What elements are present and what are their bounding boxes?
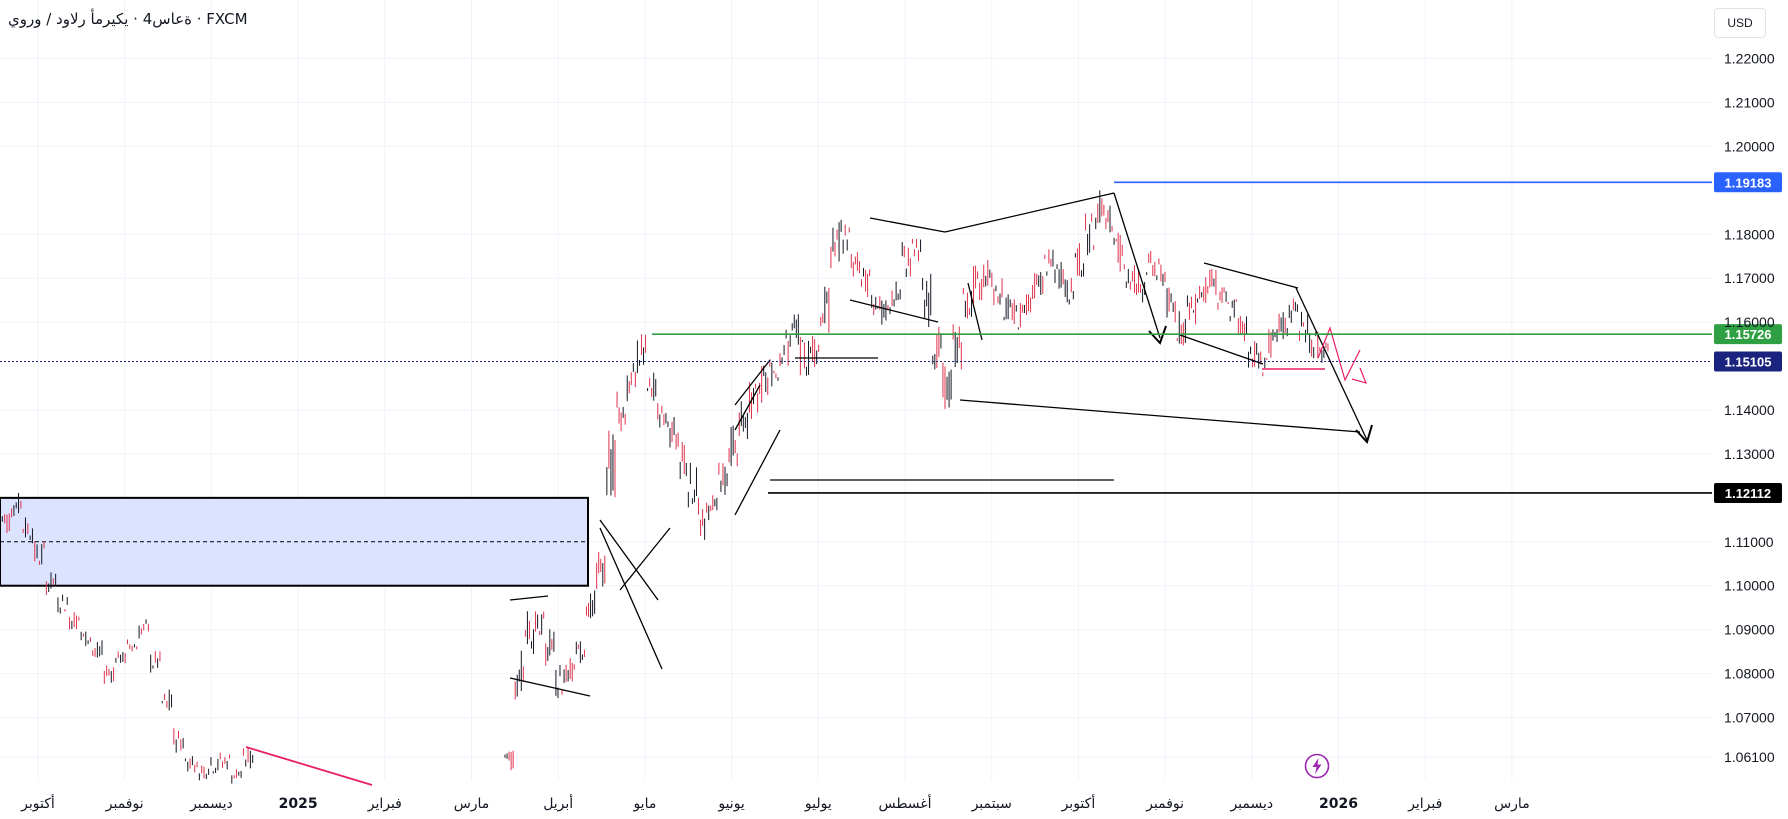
price-axis[interactable]: 1.22000 1.21000 1.20000 1.18000 1.17000 1.160… <box>1724 51 1775 765</box>
x-tick-label: فبراير <box>367 796 402 812</box>
trend-line <box>1203 262 1299 289</box>
x-tick-label: أكتوبر <box>1061 794 1096 812</box>
x-tick-label: أكتوبر <box>20 794 55 812</box>
trend-line <box>849 299 939 323</box>
trend-line <box>734 384 761 431</box>
price-levels: 1.19183 1.15726 1.15105 1.12112 <box>0 172 1782 503</box>
pink-trendline <box>245 746 373 786</box>
time-axis[interactable]: أكتوبر نوفمبر ديسمبر 2025 فبراير مارس أبريل ماي… <box>20 794 1530 812</box>
y-tick-label: 1.14000 <box>1724 402 1775 418</box>
y-tick-label: 1.20000 <box>1724 138 1775 154</box>
trend-line <box>967 282 983 341</box>
arrow-head <box>1355 424 1373 444</box>
demand-zone <box>0 496 589 587</box>
candlesticks <box>0 190 1329 784</box>
y-tick-label: 1.13000 <box>1724 446 1775 462</box>
x-tick-label: نوفمبر <box>1145 796 1184 812</box>
trend-line <box>734 429 781 516</box>
y-tick-label: 1.07000 <box>1724 710 1775 726</box>
x-tick-label: ديسمبر <box>1229 796 1273 812</box>
y-tick-label: 1.10000 <box>1724 578 1775 594</box>
y-tick-label: 1.11000 <box>1724 534 1774 550</box>
x-tick-label: مارس <box>1494 796 1530 812</box>
x-tick-label: مايو <box>632 796 656 812</box>
x-tick-label: فبراير <box>1407 796 1442 812</box>
trend-line <box>509 595 549 601</box>
arrow-head <box>1148 325 1167 345</box>
trend-line <box>1179 334 1264 365</box>
y-tick-label: 1.21000 <box>1724 94 1775 110</box>
green-level-label: 1.15726 <box>1725 327 1772 342</box>
x-tick-label: نوفمبر <box>105 796 144 812</box>
current-price-label: 1.15105 <box>1725 354 1772 369</box>
x-tick-label: يوليو <box>804 796 832 812</box>
pink-zigzag <box>1317 326 1368 384</box>
green-level-badge <box>1714 324 1782 345</box>
trend-line <box>619 527 671 591</box>
resistance-badge <box>1714 172 1782 193</box>
current-price-badge <box>1714 351 1782 372</box>
x-tick-label: مارس <box>454 796 490 812</box>
y-tick-label: 1.08000 <box>1724 666 1775 682</box>
support-badge <box>1714 482 1782 503</box>
trend-line <box>599 519 659 601</box>
symbol-title: ةعاس4 · يكيرمأ رلاود / وروي · FXCM <box>8 10 248 28</box>
x-tick-label: يونيو <box>717 796 745 812</box>
y-tick-label: 1.09000 <box>1724 622 1775 638</box>
x-tick-label: أبريل <box>543 794 573 812</box>
y-tick-label: 1.18000 <box>1724 226 1775 242</box>
trend-line <box>944 192 1115 233</box>
trend-line <box>509 677 591 697</box>
x-tick-label: أغسطس <box>878 794 931 812</box>
trend-line <box>869 217 946 233</box>
y-tick-label: 1.06100 <box>1724 749 1775 765</box>
y-tick-label: 1.16000 <box>1724 314 1775 330</box>
trend-line <box>599 527 663 670</box>
trend-line <box>959 399 1361 433</box>
grid-lines <box>0 0 1712 780</box>
lightning-icon[interactable] <box>1304 753 1330 779</box>
support-label: 1.12112 <box>1725 486 1771 501</box>
y-tick-label: 1.17000 <box>1724 270 1775 286</box>
resistance-label: 1.19183 <box>1725 175 1772 190</box>
trend-line <box>734 359 771 406</box>
currency-button[interactable]: USD <box>1714 8 1766 38</box>
x-tick-label: 2026 <box>1319 796 1358 812</box>
x-tick-label: ديسمبر <box>189 796 233 812</box>
trend-line <box>1113 192 1161 339</box>
x-tick-label: 2025 <box>279 796 318 812</box>
trend-line <box>1295 287 1368 441</box>
x-tick-label: سبتمبر <box>971 796 1012 812</box>
trend-drawings <box>245 192 1373 786</box>
y-tick-label: 1.22000 <box>1724 51 1775 67</box>
